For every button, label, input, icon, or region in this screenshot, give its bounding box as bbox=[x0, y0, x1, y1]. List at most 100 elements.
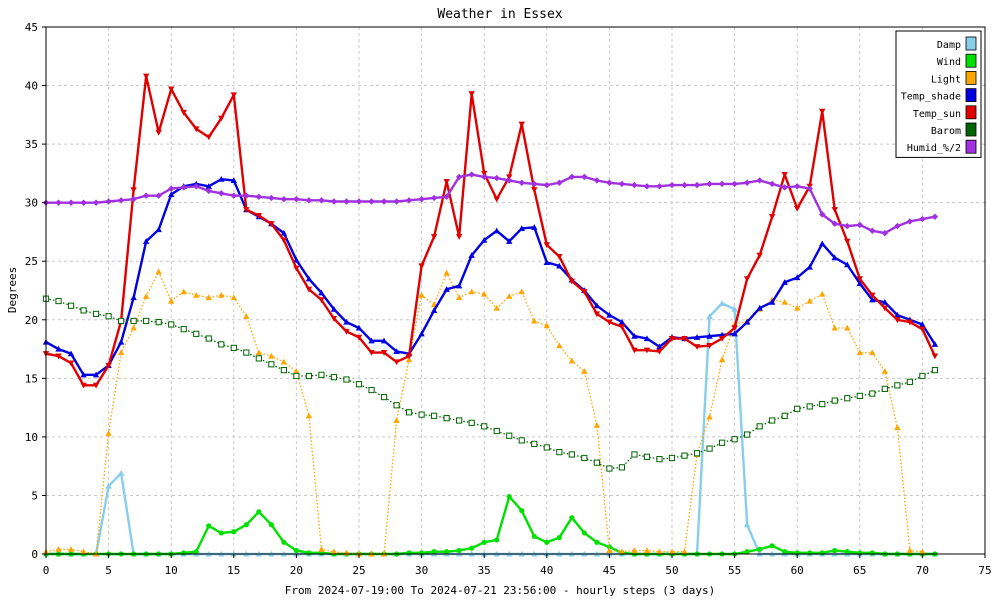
data-point-humid-2 bbox=[430, 194, 438, 202]
data-point-wind bbox=[306, 550, 312, 556]
data-point-temp-shade bbox=[819, 240, 826, 247]
data-point-temp-sun bbox=[268, 221, 275, 227]
series-line-barom bbox=[45, 298, 936, 470]
data-point-temp-sun bbox=[343, 328, 350, 335]
data-point-light bbox=[105, 430, 112, 436]
data-point-humid-2 bbox=[193, 183, 200, 190]
data-point-barom bbox=[343, 376, 350, 383]
data-point-humid-2 bbox=[856, 221, 863, 229]
data-point-barom bbox=[668, 454, 676, 462]
data-point-temp-sun bbox=[67, 360, 75, 367]
data-point-temp-shade bbox=[305, 275, 313, 282]
data-point-temp-sun bbox=[931, 353, 939, 360]
data-point-light bbox=[556, 342, 563, 349]
legend-label: Damp bbox=[937, 40, 961, 51]
series-light bbox=[42, 268, 926, 557]
legend: Damp Wind Light Temp_shade Temp_sun Barom Humi… bbox=[895, 30, 982, 158]
data-point-temp-shade bbox=[869, 296, 876, 303]
data-point-temp-shade bbox=[756, 304, 763, 311]
data-point-temp-sun bbox=[493, 196, 500, 203]
data-point-temp-shade bbox=[155, 226, 162, 233]
data-point-humid-2 bbox=[168, 185, 175, 192]
data-point-humid-2 bbox=[180, 184, 187, 191]
data-point-humid-2 bbox=[92, 199, 100, 206]
data-point-barom bbox=[118, 317, 125, 325]
data-point-light bbox=[80, 548, 87, 555]
data-point-light bbox=[706, 413, 713, 420]
legend-label: Humid_%/2 bbox=[907, 143, 961, 154]
data-point-temp-sun bbox=[255, 212, 263, 219]
data-point-temp-sun bbox=[518, 121, 525, 128]
data-point-humid-2 bbox=[794, 183, 801, 190]
legend-swatch bbox=[965, 105, 977, 120]
chart-title: Weather in Essex bbox=[437, 7, 562, 22]
data-point-light bbox=[481, 290, 488, 297]
data-point-light bbox=[581, 368, 588, 374]
data-point-temp-shade bbox=[631, 332, 638, 339]
data-point-temp-sun bbox=[280, 237, 288, 244]
data-point-temp-sun bbox=[205, 134, 212, 141]
data-point-temp-sun bbox=[831, 207, 838, 213]
data-point-temp-sun bbox=[718, 335, 726, 342]
data-point-barom bbox=[506, 432, 513, 439]
data-point-light bbox=[506, 293, 513, 299]
legend-label: Barom bbox=[931, 126, 961, 137]
data-point-damp bbox=[706, 313, 713, 319]
data-point-humid-2 bbox=[831, 220, 838, 227]
data-point-barom bbox=[844, 395, 851, 402]
data-point-barom bbox=[819, 400, 826, 408]
data-point-barom bbox=[681, 452, 688, 459]
data-point-wind bbox=[844, 549, 850, 555]
x-tick-label: 20 bbox=[290, 564, 303, 577]
data-point-barom bbox=[731, 436, 738, 443]
data-point-barom bbox=[218, 341, 225, 348]
data-point-wind bbox=[206, 523, 212, 529]
data-point-damp bbox=[718, 300, 726, 306]
data-point-temp-shade bbox=[493, 227, 500, 234]
data-point-light bbox=[568, 357, 576, 364]
data-point-light bbox=[230, 294, 237, 301]
data-point-humid-2 bbox=[255, 193, 263, 201]
data-point-damp bbox=[105, 482, 112, 489]
data-point-barom bbox=[643, 453, 651, 460]
x-tick-label: 35 bbox=[478, 564, 491, 577]
data-point-light bbox=[894, 424, 901, 431]
data-point-humid-2 bbox=[105, 198, 112, 205]
data-point-humid-2 bbox=[531, 180, 538, 188]
data-point-barom bbox=[493, 427, 500, 435]
data-point-temp-shade bbox=[468, 252, 475, 258]
data-point-humid-2 bbox=[468, 171, 475, 178]
x-tick-label: 45 bbox=[603, 564, 616, 577]
data-point-barom bbox=[543, 444, 550, 451]
data-point-light bbox=[781, 299, 788, 305]
data-point-temp-shade bbox=[593, 302, 601, 309]
data-point-humid-2 bbox=[806, 185, 813, 192]
legend-label: Light bbox=[931, 74, 961, 85]
data-point-wind bbox=[606, 544, 613, 550]
data-point-temp-shade bbox=[430, 307, 438, 313]
y-tick-label: 30 bbox=[25, 197, 38, 210]
data-point-barom bbox=[831, 397, 838, 404]
data-point-temp-sun bbox=[443, 179, 450, 185]
data-point-light bbox=[794, 304, 801, 311]
data-point-barom bbox=[418, 411, 425, 418]
data-point-temp-shade bbox=[856, 280, 863, 287]
data-point-humid-2 bbox=[518, 179, 525, 186]
data-point-temp-shade bbox=[280, 229, 288, 236]
data-point-wind bbox=[506, 494, 512, 500]
data-point-temp-shade bbox=[506, 238, 513, 244]
data-point-humid-2 bbox=[117, 197, 125, 204]
data-point-temp-shade bbox=[531, 224, 538, 230]
data-point-humid-2 bbox=[581, 173, 588, 181]
data-point-temp-sun bbox=[55, 353, 62, 360]
data-point-humid-2 bbox=[919, 215, 926, 223]
data-point-temp-sun bbox=[856, 276, 863, 282]
legend-swatch bbox=[965, 36, 977, 51]
data-point-temp-sun bbox=[330, 316, 338, 322]
data-point-barom bbox=[856, 392, 863, 399]
data-point-temp-sun bbox=[618, 324, 626, 331]
data-point-temp-sun bbox=[681, 335, 688, 342]
data-point-barom bbox=[531, 440, 538, 448]
x-tick-label: 50 bbox=[665, 564, 678, 577]
data-point-light bbox=[155, 268, 162, 275]
